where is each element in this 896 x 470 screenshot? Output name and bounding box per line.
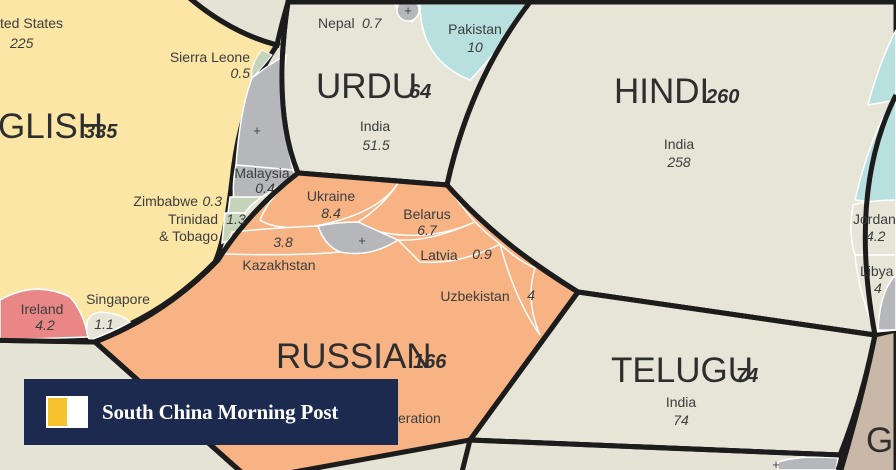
telugu-language-name: TELUGU bbox=[611, 351, 753, 390]
brand-name: South China Morning Post bbox=[102, 399, 339, 424]
malaysia-value: 0.4 bbox=[255, 180, 275, 196]
belarus-bubble bbox=[356, 179, 477, 237]
nepal-value: 0.7 bbox=[362, 15, 383, 31]
singapore-value: 1.1 bbox=[94, 316, 113, 332]
uzbekistan-bubble bbox=[498, 241, 541, 336]
bottom-gray-bubble bbox=[777, 456, 839, 470]
jordan-inner-bubble bbox=[850, 199, 896, 256]
trinidad-value: 1.3 bbox=[226, 211, 246, 227]
plus-sign-russian: + bbox=[358, 233, 366, 248]
hindi-total: 260 bbox=[705, 86, 739, 108]
india-hindi-value: 258 bbox=[666, 154, 691, 170]
telugu-total: 74 bbox=[736, 365, 758, 387]
india-urdu-value: 51.5 bbox=[362, 137, 389, 153]
nepal-label: Nepal bbox=[318, 15, 355, 31]
latvia-bubble bbox=[396, 221, 502, 264]
india-urdu-label: India bbox=[360, 118, 391, 134]
brand-banner: South China Morning Post bbox=[24, 379, 398, 445]
belarus-label: Belarus bbox=[403, 206, 450, 222]
english-total: 335 bbox=[84, 121, 118, 143]
english-language-name: GLISH bbox=[0, 107, 103, 146]
right-teal-bubble bbox=[866, 29, 896, 106]
gray-plus-bubble-urdu bbox=[396, 0, 420, 22]
russian-language-name: RUSSIAN bbox=[276, 337, 432, 376]
uzbekistan-label: Uzbekistan bbox=[440, 288, 509, 304]
india-hindi-label: India bbox=[664, 136, 695, 152]
latvia-label: Latvia bbox=[420, 247, 458, 263]
ukraine-value: 8.4 bbox=[321, 205, 341, 221]
urdu-total: 64 bbox=[409, 81, 431, 103]
zimbabwe-label: Zimbabwe bbox=[133, 193, 198, 209]
india-telugu-value: 74 bbox=[673, 412, 689, 428]
pakistan-label: Pakistan bbox=[448, 21, 502, 37]
trinidad-label-line2: & Tobago bbox=[159, 228, 218, 244]
ireland-value: 4.2 bbox=[35, 317, 55, 333]
trinidad-label-line1: Trinidad bbox=[168, 211, 218, 227]
russian-total: 166 bbox=[413, 351, 447, 373]
jordan-value: 4.2 bbox=[866, 228, 886, 244]
malaysia-label: Malaysia bbox=[234, 165, 289, 181]
latvia-value: 0.9 bbox=[472, 246, 492, 262]
belarus-value: 6.7 bbox=[417, 222, 438, 238]
singapore-label: Singapore bbox=[86, 291, 150, 307]
sierra-leone-value: 0.5 bbox=[231, 65, 251, 81]
united-states-label: ted States bbox=[0, 15, 63, 31]
jordan-label: Jordan bbox=[853, 211, 896, 227]
libya-value: 4 bbox=[874, 280, 882, 296]
right-gray-bubble bbox=[877, 273, 896, 331]
kazakhstan-value: 3.8 bbox=[273, 234, 293, 250]
plus-sign-urdu: + bbox=[404, 3, 412, 18]
zimbabwe-value: 0.3 bbox=[203, 193, 223, 209]
libya-label: Libya bbox=[860, 263, 894, 279]
german-language-name: GE bbox=[866, 421, 896, 460]
plus-sign-bottom: + bbox=[772, 457, 780, 470]
ireland-label: Ireland bbox=[21, 301, 64, 317]
urdu-language-name: URDU bbox=[316, 67, 417, 106]
hindi-language-name: HINDI bbox=[614, 72, 709, 111]
russian-federation-label: eration bbox=[398, 410, 441, 426]
united-states-value: 225 bbox=[9, 35, 34, 51]
india-telugu-label: India bbox=[666, 394, 697, 410]
uzbekistan-value: 4 bbox=[527, 287, 535, 303]
plus-sign-english: + bbox=[253, 123, 261, 138]
kazakhstan-bubble bbox=[223, 225, 341, 256]
scmp-logo-icon bbox=[46, 396, 88, 428]
pakistan-value: 10 bbox=[467, 39, 483, 55]
kazakhstan-label: Kazakhstan bbox=[242, 257, 315, 273]
sierra-leone-label: Sierra Leone bbox=[170, 49, 250, 65]
singapore-bubble bbox=[85, 311, 132, 341]
ukraine-label: Ukraine bbox=[307, 188, 355, 204]
